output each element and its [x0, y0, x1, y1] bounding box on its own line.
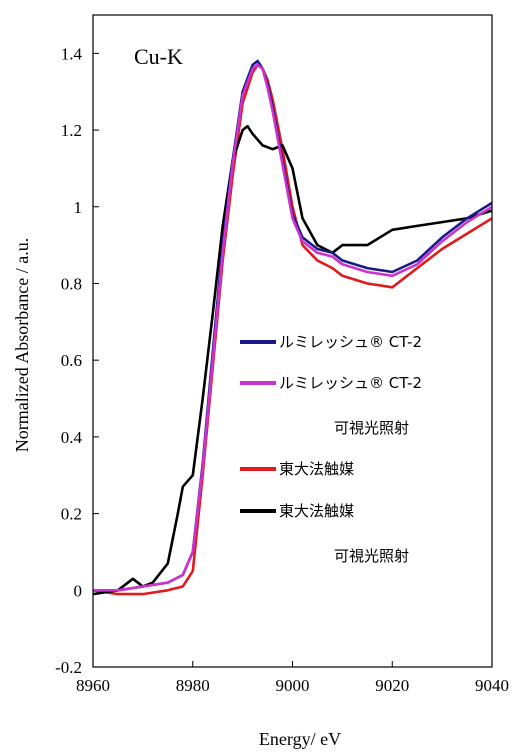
- series-line-4: [92, 124, 493, 596]
- y-tick-label: 1.2: [61, 121, 82, 140]
- chart-annotation: Cu-K: [134, 44, 183, 69]
- legend-label: ルミレッシュ® CT-2: [279, 333, 422, 351]
- legend-sublabel: 可視光照射: [334, 547, 409, 565]
- series-layer: [92, 59, 493, 596]
- y-tick-label: 1.4: [61, 44, 83, 63]
- y-axis-label: Normalized Absorbance / a.u.: [12, 238, 32, 452]
- x-tick-label: 9020: [375, 676, 409, 695]
- x-tick-label: 8960: [76, 676, 110, 695]
- y-tick-label: 0.4: [61, 428, 83, 447]
- y-tick-label: -0.2: [55, 658, 82, 677]
- x-tick-label: 9040: [475, 676, 509, 695]
- series-line-2: [93, 63, 493, 592]
- x-axis-label: Energy/ eV: [259, 729, 341, 749]
- y-tick-label: 0.8: [61, 274, 82, 293]
- legend-label: 東大法触媒: [279, 502, 354, 520]
- x-tick-label: 9000: [276, 676, 310, 695]
- legend-label: ルミレッシュ® CT-2: [279, 374, 422, 392]
- legend-label: 東大法触媒: [279, 460, 354, 478]
- ticks-layer: -0.2 0 0.2 0.4 0.6 0.8 1 1.2 1.4 8960 8980 9000 9020…: [55, 44, 509, 695]
- legend-sublabel: 可視光照射: [334, 419, 409, 437]
- y-tick-label: 0.6: [61, 351, 82, 370]
- y-tick-label: 0: [74, 581, 83, 600]
- plot-frame: [92, 14, 493, 668]
- x-tick-label: 8980: [176, 676, 210, 695]
- y-tick-label: 0.2: [61, 505, 82, 524]
- y-tick-label: 1: [74, 198, 83, 217]
